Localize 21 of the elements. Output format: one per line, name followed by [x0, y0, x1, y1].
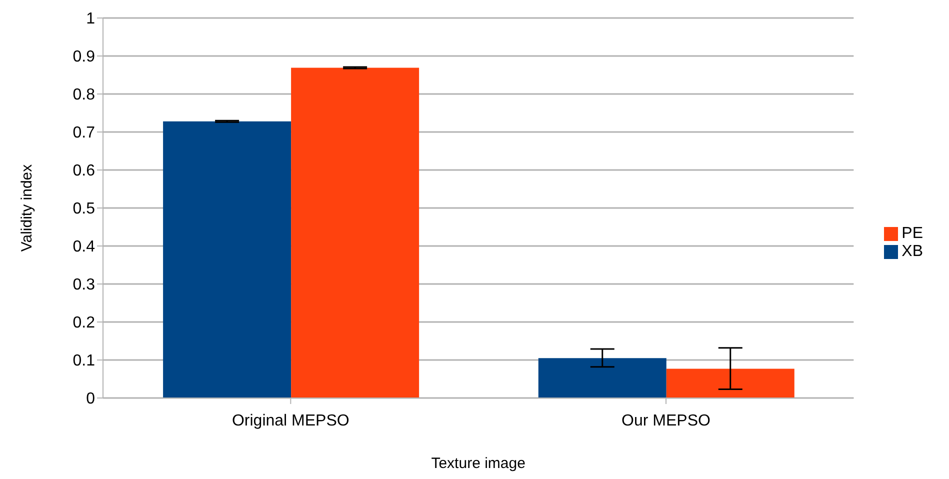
y-tick-label: 0.6 — [72, 162, 96, 180]
y-tick-label: 0.5 — [72, 200, 96, 218]
y-tick-label: 0.8 — [72, 86, 96, 104]
x-tick-label: Our MEPSO — [622, 412, 710, 430]
x-axis-title: Texture image — [431, 455, 526, 472]
y-tick-label: 0.3 — [72, 276, 96, 294]
bar — [163, 121, 292, 398]
bar — [538, 358, 666, 398]
bar — [291, 68, 420, 398]
y-tick-label: 0.1 — [72, 352, 96, 370]
y-tick-label: 0.7 — [72, 124, 96, 142]
legend-label: PE — [902, 225, 923, 242]
x-tick-label: Original MEPSO — [232, 412, 350, 430]
y-tick-label: 0 — [86, 390, 96, 408]
y-axis-title: Validity index — [18, 164, 36, 252]
y-tick-label: 0.9 — [72, 48, 96, 66]
y-tick-label: 1 — [86, 10, 96, 28]
bar — [666, 368, 794, 398]
y-tick-label: 0.4 — [72, 238, 96, 256]
legend-label: XB — [902, 243, 923, 260]
y-tick-label: 0.2 — [72, 314, 96, 332]
